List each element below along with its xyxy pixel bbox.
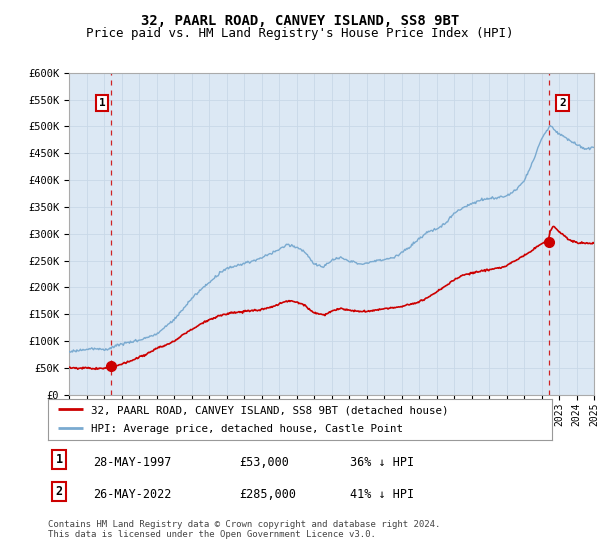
Text: HPI: Average price, detached house, Castle Point: HPI: Average price, detached house, Cast… <box>91 424 403 434</box>
Text: 2: 2 <box>559 98 566 108</box>
Text: 2: 2 <box>56 485 62 498</box>
Text: 1: 1 <box>56 453 62 466</box>
Text: 26-MAY-2022: 26-MAY-2022 <box>94 488 172 501</box>
Text: 36% ↓ HPI: 36% ↓ HPI <box>350 455 415 469</box>
Text: Price paid vs. HM Land Registry's House Price Index (HPI): Price paid vs. HM Land Registry's House … <box>86 27 514 40</box>
Text: £285,000: £285,000 <box>239 488 296 501</box>
Text: 1: 1 <box>98 98 105 108</box>
Text: £53,000: £53,000 <box>239 455 289 469</box>
Text: Contains HM Land Registry data © Crown copyright and database right 2024.
This d: Contains HM Land Registry data © Crown c… <box>48 520 440 539</box>
Text: 32, PAARL ROAD, CANVEY ISLAND, SS8 9BT (detached house): 32, PAARL ROAD, CANVEY ISLAND, SS8 9BT (… <box>91 405 448 415</box>
Text: 32, PAARL ROAD, CANVEY ISLAND, SS8 9BT: 32, PAARL ROAD, CANVEY ISLAND, SS8 9BT <box>141 14 459 28</box>
Text: 28-MAY-1997: 28-MAY-1997 <box>94 455 172 469</box>
Text: 41% ↓ HPI: 41% ↓ HPI <box>350 488 415 501</box>
